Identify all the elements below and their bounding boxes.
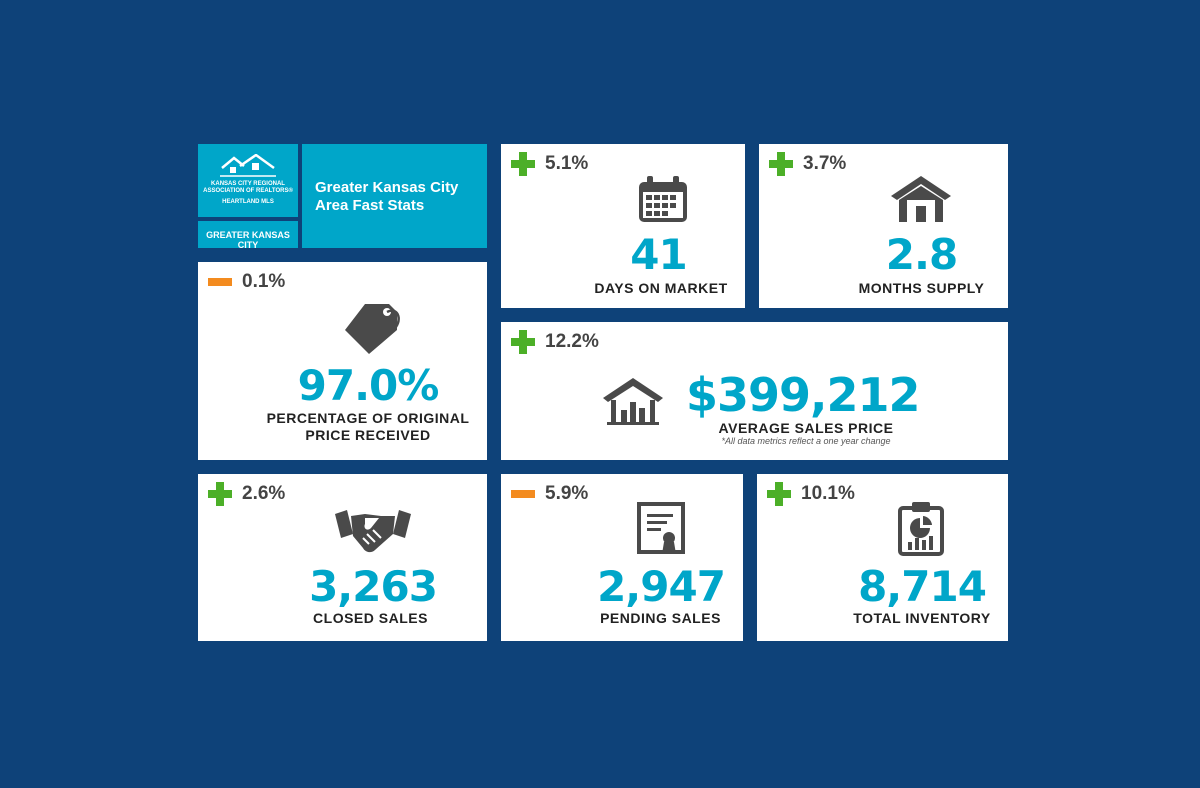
plus-icon bbox=[769, 152, 793, 176]
minus-icon bbox=[511, 490, 535, 498]
stat-value: 8,714 bbox=[858, 562, 987, 611]
clipboard-chart-icon bbox=[898, 502, 944, 556]
plus-icon bbox=[511, 330, 535, 354]
org-line1: KANSAS CITY REGIONAL bbox=[211, 181, 285, 187]
plus-icon bbox=[208, 482, 232, 506]
change-value: 5.1% bbox=[545, 153, 589, 174]
pending-sales-card: 5.9% 2,947 PENDING SALES bbox=[501, 474, 743, 641]
area-label: GREATER KANSAS CITY bbox=[206, 230, 290, 250]
months-supply-card: 3.7% 2.8 MONTHS SUPPLY bbox=[759, 144, 1008, 308]
area-tile: GREATER KANSAS CITY bbox=[198, 221, 298, 250]
percent-original-card: 0.1% 97.0% PERCENTAGE OF ORIGINAL PRICE … bbox=[198, 262, 487, 460]
days-on-market-card: 5.1% 41 DAYS ON MARKET bbox=[501, 144, 745, 308]
stat-label: TOTAL INVENTORY bbox=[853, 610, 991, 626]
change-indicator: 5.9% bbox=[511, 482, 588, 506]
stat-label-line1: PERCENTAGE OF ORIGINAL bbox=[266, 410, 470, 426]
houses-logo-icon bbox=[220, 154, 276, 177]
stat-label-line2: PRICE RECEIVED bbox=[305, 427, 431, 443]
stat-label: AVERAGE SALES PRICE bbox=[718, 420, 894, 436]
change-value: 2.6% bbox=[242, 483, 286, 504]
stat-label: CLOSED SALES bbox=[313, 610, 428, 626]
garage-house-icon bbox=[891, 176, 951, 222]
change-indicator: 12.2% bbox=[511, 330, 599, 354]
minus-icon bbox=[208, 278, 232, 286]
footnote: *All data metrics reflect a one year cha… bbox=[721, 436, 891, 446]
total-inventory-card: 10.1% 8,714 TOTAL INVENTORY bbox=[757, 474, 1008, 641]
page-title: Greater Kansas City Area Fast Stats bbox=[315, 179, 459, 214]
calendar-icon bbox=[639, 176, 687, 222]
stat-value: 3,263 bbox=[309, 562, 438, 611]
plus-icon bbox=[511, 152, 535, 176]
stat-value: 2.8 bbox=[885, 230, 958, 279]
change-indicator: 5.1% bbox=[511, 152, 588, 176]
plus-icon bbox=[767, 482, 791, 506]
change-value: 5.9% bbox=[545, 483, 589, 504]
logo-tile: KANSAS CITY REGIONAL ASSOCIATION OF REAL… bbox=[198, 144, 298, 217]
average-price-card: 12.2% $399,212 AVERAGE SALES PRICE *All … bbox=[501, 322, 1008, 460]
stat-label: MONTHS SUPPLY bbox=[858, 280, 985, 296]
stat-label: PENDING SALES bbox=[600, 610, 721, 626]
stat-value: 2,947 bbox=[597, 562, 726, 611]
change-value: 10.1% bbox=[801, 483, 855, 504]
certificate-icon bbox=[637, 502, 685, 554]
org-line3: HEARTLAND MLS bbox=[222, 199, 274, 205]
change-indicator: 2.6% bbox=[208, 482, 285, 506]
title-tile: Greater Kansas City Area Fast Stats bbox=[302, 144, 487, 248]
org-line2: ASSOCIATION OF REALTORS® bbox=[203, 188, 293, 194]
stat-label: DAYS ON MARKET bbox=[594, 280, 728, 296]
house-chart-icon bbox=[603, 378, 663, 425]
price-tag-icon bbox=[345, 304, 400, 354]
change-indicator: 10.1% bbox=[767, 482, 855, 506]
change-value: 3.7% bbox=[803, 153, 847, 174]
change-value: 0.1% bbox=[242, 271, 286, 292]
handshake-icon bbox=[335, 510, 411, 553]
closed-sales-card: 2.6% 3,263 CLOSED SALES bbox=[198, 474, 487, 641]
change-indicator: 3.7% bbox=[769, 152, 846, 176]
stat-value: $399,212 bbox=[686, 368, 921, 422]
stat-value: 97.0% bbox=[297, 361, 440, 410]
stat-value: 41 bbox=[630, 230, 687, 279]
change-value: 12.2% bbox=[545, 331, 599, 352]
change-indicator: 0.1% bbox=[208, 270, 285, 294]
